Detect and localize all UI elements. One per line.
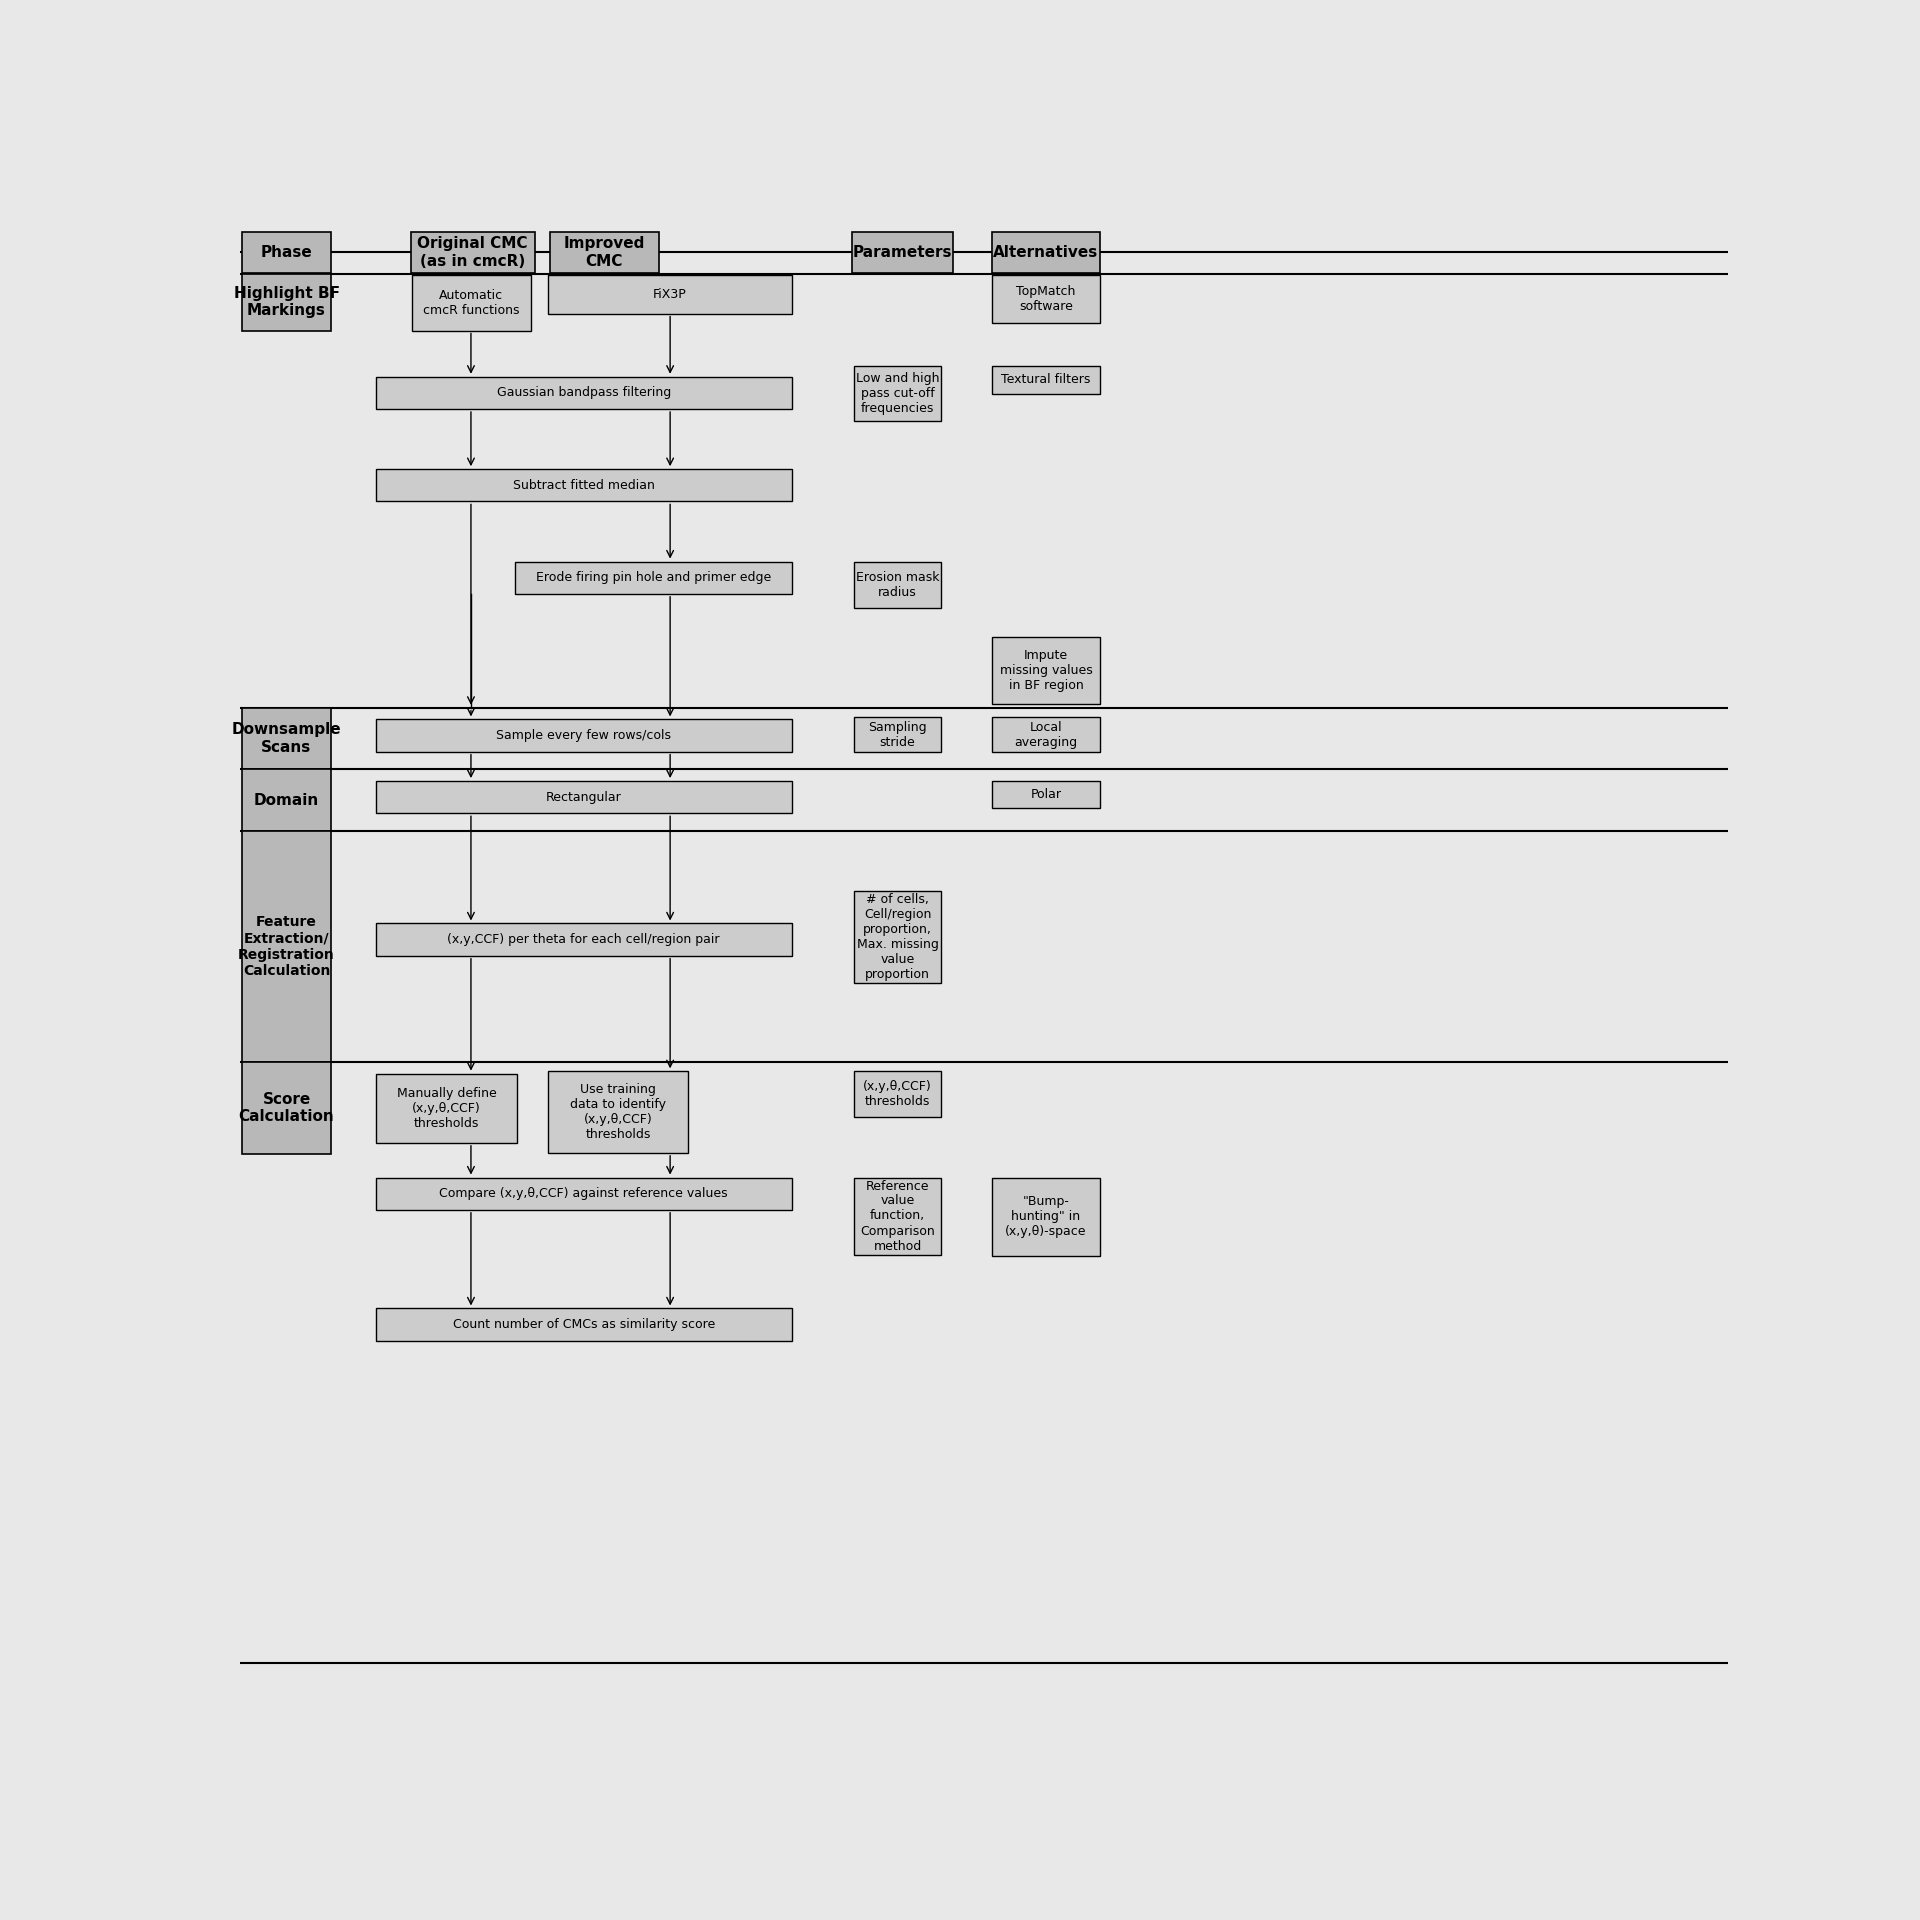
Bar [242,1062,332,1154]
Bar [854,1177,941,1254]
Bar [376,468,791,501]
Text: Highlight BF
Markings: Highlight BF Markings [234,286,340,319]
Text: Improved
CMC: Improved CMC [564,236,645,269]
Bar [376,781,791,814]
Bar [549,1071,687,1152]
Text: "Bump-
hunting" in
(x,y,θ)-space: "Bump- hunting" in (x,y,θ)-space [1006,1196,1087,1238]
Bar [376,720,791,753]
Bar [376,1308,791,1340]
Text: Parameters: Parameters [852,246,952,259]
Bar [993,1177,1100,1256]
Bar [376,924,791,956]
Text: Low and high
pass cut-off
frequencies: Low and high pass cut-off frequencies [856,372,939,415]
Text: Sampling
stride: Sampling stride [868,720,927,749]
Bar [854,891,941,983]
Text: Downsample
Scans: Downsample Scans [232,722,342,755]
Bar [549,275,791,313]
Text: Feature
Extraction/
Registration
Calculation: Feature Extraction/ Registration Calcula… [238,916,334,977]
Text: Original CMC
(as in cmcR): Original CMC (as in cmcR) [417,236,528,269]
Text: Impute
missing values
in BF region: Impute missing values in BF region [1000,649,1092,691]
Bar [993,716,1100,753]
Text: Textural filters: Textural filters [1002,372,1091,386]
Text: Polar: Polar [1031,787,1062,801]
Bar [376,376,791,409]
Bar [993,275,1100,323]
Bar [515,561,791,593]
Bar [242,770,332,831]
Bar [993,781,1100,808]
Text: Rectangular: Rectangular [545,791,622,804]
Text: Alternatives: Alternatives [993,246,1098,259]
Bar [854,367,941,420]
Bar [854,716,941,753]
Text: Local
averaging: Local averaging [1014,720,1077,749]
Text: Count number of CMCs as similarity score: Count number of CMCs as similarity score [453,1317,714,1331]
Text: Reference
value
function,
Comparison
method: Reference value function, Comparison met… [860,1179,935,1252]
Text: Gaussian bandpass filtering: Gaussian bandpass filtering [497,386,670,399]
Text: Use training
data to identify
(x,y,θ,CCF)
thresholds: Use training data to identify (x,y,θ,CCF… [570,1083,666,1140]
Bar [242,232,332,273]
Text: Manually define
(x,y,θ,CCF)
thresholds: Manually define (x,y,θ,CCF) thresholds [397,1087,497,1129]
Bar [993,232,1100,273]
Text: Subtract fitted median: Subtract fitted median [513,478,655,492]
Text: Compare (x,y,θ,CCF) against reference values: Compare (x,y,θ,CCF) against reference va… [440,1187,728,1200]
Text: (x,y,θ,CCF)
thresholds: (x,y,θ,CCF) thresholds [864,1081,931,1108]
Bar [242,273,332,330]
Bar [549,232,659,273]
Text: (x,y,CCF) per theta for each cell/region pair: (x,y,CCF) per theta for each cell/region… [447,933,720,947]
Text: Automatic
cmcR functions: Automatic cmcR functions [422,288,520,317]
Bar [242,831,332,1062]
Bar [376,1177,791,1210]
Bar [242,708,332,770]
Text: Erode firing pin hole and primer edge: Erode firing pin hole and primer edge [536,570,772,584]
Text: Erosion mask
radius: Erosion mask radius [856,570,939,599]
Bar [413,275,530,330]
Text: Phase: Phase [261,246,313,259]
Bar [376,1073,518,1142]
Text: Sample every few rows/cols: Sample every few rows/cols [495,730,672,741]
Text: FiX3P: FiX3P [653,288,687,301]
Text: # of cells,
Cell/region
proportion,
Max. missing
value
proportion: # of cells, Cell/region proportion, Max.… [856,893,939,981]
Text: TopMatch
software: TopMatch software [1016,284,1075,313]
Bar [854,561,941,609]
Text: Domain: Domain [253,793,319,808]
Bar [411,232,534,273]
Bar [993,367,1100,394]
Bar [852,232,952,273]
Bar [993,637,1100,705]
Text: Score
Calculation: Score Calculation [238,1092,334,1125]
Bar [854,1071,941,1117]
